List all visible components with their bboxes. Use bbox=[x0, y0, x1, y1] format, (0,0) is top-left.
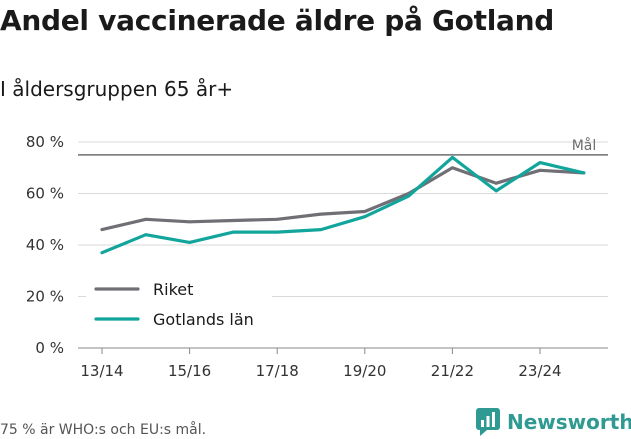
x-tick-label: 19/20 bbox=[343, 362, 386, 380]
x-tick-label: 15/16 bbox=[168, 362, 211, 380]
gotland-point bbox=[100, 251, 104, 255]
gotland-point bbox=[232, 230, 235, 234]
chart-title: Andel vaccinerade äldre på Gotland bbox=[0, 4, 554, 37]
y-tick-label: 80 % bbox=[26, 133, 64, 151]
riket-point bbox=[144, 217, 148, 221]
footnote: 75 % är WHO:s och EU:s mål. bbox=[0, 422, 207, 438]
riket-point bbox=[188, 220, 192, 224]
gotland-point bbox=[144, 233, 148, 237]
gotland-point bbox=[494, 189, 498, 193]
riket-point bbox=[494, 181, 498, 185]
y-tick-label: 0 % bbox=[35, 339, 64, 357]
legend-riket-label: Riket bbox=[153, 280, 193, 299]
y-tick-label: 20 % bbox=[26, 288, 64, 306]
x-tick-label: 13/14 bbox=[80, 362, 123, 380]
legend-background bbox=[86, 272, 272, 336]
brand-name: Newsworthy bbox=[507, 410, 631, 434]
gotland-line bbox=[100, 155, 586, 255]
gotland-point bbox=[582, 171, 586, 175]
riket-point bbox=[100, 228, 104, 231]
gotland-point bbox=[188, 241, 192, 244]
riket-line bbox=[100, 166, 586, 232]
newsworthy-logo-icon bbox=[476, 408, 500, 436]
gotland-point bbox=[363, 215, 367, 219]
riket-point bbox=[451, 166, 454, 170]
legend-gotland-label: Gotlands län bbox=[153, 310, 254, 329]
riket-point bbox=[319, 212, 323, 216]
gotland-point bbox=[407, 194, 410, 198]
y-tick-label: 40 % bbox=[26, 236, 64, 254]
x-tick-label: 21/22 bbox=[431, 362, 474, 380]
gotland-point bbox=[319, 228, 323, 231]
target-label: Mål bbox=[572, 137, 597, 154]
gotland-point bbox=[275, 230, 279, 234]
gotland-point bbox=[451, 156, 454, 159]
riket-point bbox=[232, 219, 235, 222]
x-tick-label: 23/24 bbox=[518, 362, 561, 380]
newsworthy-logo: Newsworthy bbox=[476, 408, 631, 436]
y-tick-label: 60 % bbox=[26, 185, 64, 203]
riket-point bbox=[275, 217, 279, 221]
riket-point bbox=[363, 210, 367, 213]
riket-point bbox=[538, 168, 542, 172]
chart-subtitle: I åldersgruppen 65 år+ bbox=[0, 77, 234, 101]
x-tick-label: 17/18 bbox=[256, 362, 299, 380]
gotland-point bbox=[538, 161, 542, 165]
